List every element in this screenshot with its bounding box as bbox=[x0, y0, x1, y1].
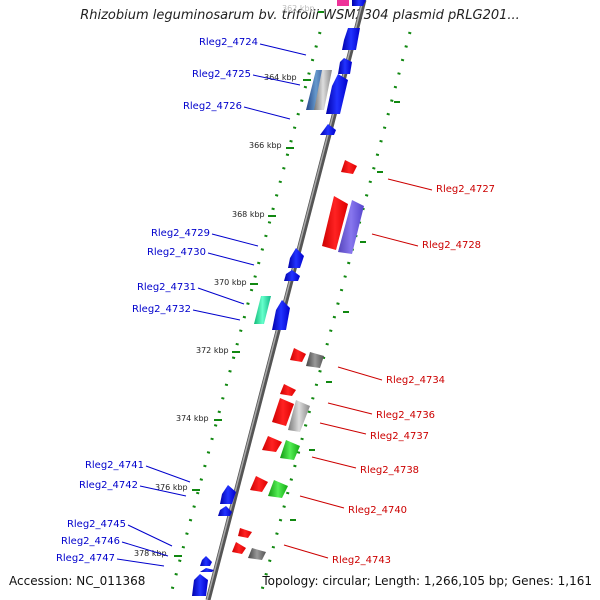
gene-label: Rleg2_4737 bbox=[370, 431, 429, 442]
leader-line bbox=[299, 495, 345, 509]
leader-line bbox=[252, 74, 301, 86]
gene-label: Rleg2_4745 bbox=[67, 519, 126, 530]
gene-label: Rleg2_4726 bbox=[183, 101, 242, 112]
leader-line bbox=[319, 422, 367, 435]
gene-label: Rleg2_4747 bbox=[56, 553, 115, 564]
gene-arrow bbox=[200, 568, 214, 572]
left-track-line bbox=[170, 31, 322, 591]
gene-label: Rleg2_4742 bbox=[79, 480, 138, 491]
gene-label: Rleg2_4728 bbox=[422, 240, 481, 251]
gene-arrow bbox=[238, 528, 252, 538]
gene-label: Rleg2_4738 bbox=[360, 465, 419, 476]
gene-arrow bbox=[314, 70, 332, 110]
forward-strand-genes bbox=[232, 160, 364, 560]
gene-arrow bbox=[284, 270, 300, 281]
leader-line bbox=[139, 485, 187, 497]
gene-arrow bbox=[337, 0, 349, 6]
scale-ticks: 362 kbp 364 kbp 366 kbp 368 kbp 370 kbp … bbox=[134, 4, 324, 558]
scale-tick-label: 376 kbp bbox=[155, 483, 188, 492]
leader-line bbox=[259, 43, 307, 56]
leader-line bbox=[283, 544, 329, 559]
leader-line bbox=[145, 465, 191, 483]
leader-line bbox=[337, 366, 383, 381]
accession-label: Accession: NC_011368 bbox=[9, 574, 146, 588]
leader-line bbox=[197, 287, 245, 305]
gene-label: Rleg2_4731 bbox=[137, 282, 196, 293]
scale-tick-label: 372 kbp bbox=[196, 346, 229, 355]
gene-arrow bbox=[326, 74, 348, 114]
left-gene-labels: Rleg2_4724 Rleg2_4725 Rleg2_4726 Rleg2_4… bbox=[56, 37, 307, 567]
gene-arrow bbox=[280, 384, 296, 396]
gene-label: Rleg2_4734 bbox=[386, 375, 445, 386]
gene-label: Rleg2_4740 bbox=[348, 505, 407, 516]
leader-line bbox=[327, 402, 373, 415]
gene-arrow bbox=[352, 0, 366, 6]
gene-arrow bbox=[341, 160, 357, 174]
leader-line bbox=[121, 541, 169, 557]
gene-label: Rleg2_4746 bbox=[61, 536, 120, 547]
gene-arrow bbox=[306, 352, 324, 368]
scale-tick-label: 374 kbp bbox=[176, 414, 209, 423]
map-title: Rhizobium leguminosarum bv. trifolii WSM… bbox=[80, 8, 520, 23]
gene-label: Rleg2_4729 bbox=[151, 228, 210, 239]
gene-arrow bbox=[288, 248, 304, 268]
scale-tick-label: 366 kbp bbox=[249, 141, 282, 150]
scale-tick-label: 368 kbp bbox=[232, 210, 265, 219]
gene-arrow bbox=[248, 548, 266, 560]
gene-label: Rleg2_4725 bbox=[192, 69, 251, 80]
gene-label: Rleg2_4730 bbox=[147, 247, 206, 258]
gene-arrow bbox=[342, 28, 360, 50]
gene-arrow bbox=[262, 436, 282, 452]
topology-summary: Topology: circular; Length: 1,266,105 bp… bbox=[262, 574, 592, 588]
gene-arrow bbox=[254, 296, 271, 324]
leader-line bbox=[116, 558, 165, 567]
gene-arrow bbox=[320, 124, 336, 135]
gene-arrow bbox=[220, 485, 236, 504]
leader-line bbox=[311, 456, 357, 469]
gene-arrow bbox=[272, 300, 290, 330]
gene-arrow bbox=[272, 398, 294, 426]
gene-arrow bbox=[322, 196, 348, 250]
leader-line bbox=[127, 524, 173, 547]
leader-line bbox=[371, 233, 419, 247]
scale-tick-label: 378 kbp bbox=[134, 549, 167, 558]
leader-line bbox=[211, 233, 259, 247]
leader-line bbox=[243, 106, 291, 120]
scale-tick-label: 362 kbp bbox=[282, 4, 315, 13]
leader-line bbox=[387, 178, 433, 191]
leader-line bbox=[192, 309, 241, 321]
gene-arrow bbox=[288, 400, 310, 432]
gene-arrow bbox=[280, 440, 300, 460]
gene-label: Rleg2_4741 bbox=[85, 460, 144, 471]
gene-label: Rleg2_4727 bbox=[436, 184, 495, 195]
gene-label: Rleg2_4736 bbox=[376, 410, 435, 421]
gene-arrow bbox=[218, 506, 232, 516]
gene-arrow bbox=[232, 542, 246, 554]
scale-tick-label: 364 kbp bbox=[264, 73, 297, 82]
gene-arrow bbox=[200, 556, 212, 566]
scale-tick-label: 370 kbp bbox=[214, 278, 247, 287]
gene-label: Rleg2_4724 bbox=[199, 37, 258, 48]
reverse-strand-genes bbox=[192, 0, 366, 596]
gene-arrow bbox=[290, 348, 306, 362]
gene-arrow bbox=[250, 476, 268, 492]
gene-arrow bbox=[268, 480, 288, 498]
gene-label: Rleg2_4732 bbox=[132, 304, 191, 315]
leader-line bbox=[207, 252, 255, 266]
right-gene-labels: Rleg2_4727 Rleg2_4728 Rleg2_4734 Rleg2_4… bbox=[283, 178, 495, 566]
gene-arrow bbox=[192, 574, 208, 596]
right-track-ticks bbox=[290, 101, 400, 521]
gene-arrow bbox=[338, 200, 364, 254]
gene-label: Rleg2_4743 bbox=[332, 555, 391, 566]
gene-arrow bbox=[338, 58, 352, 74]
